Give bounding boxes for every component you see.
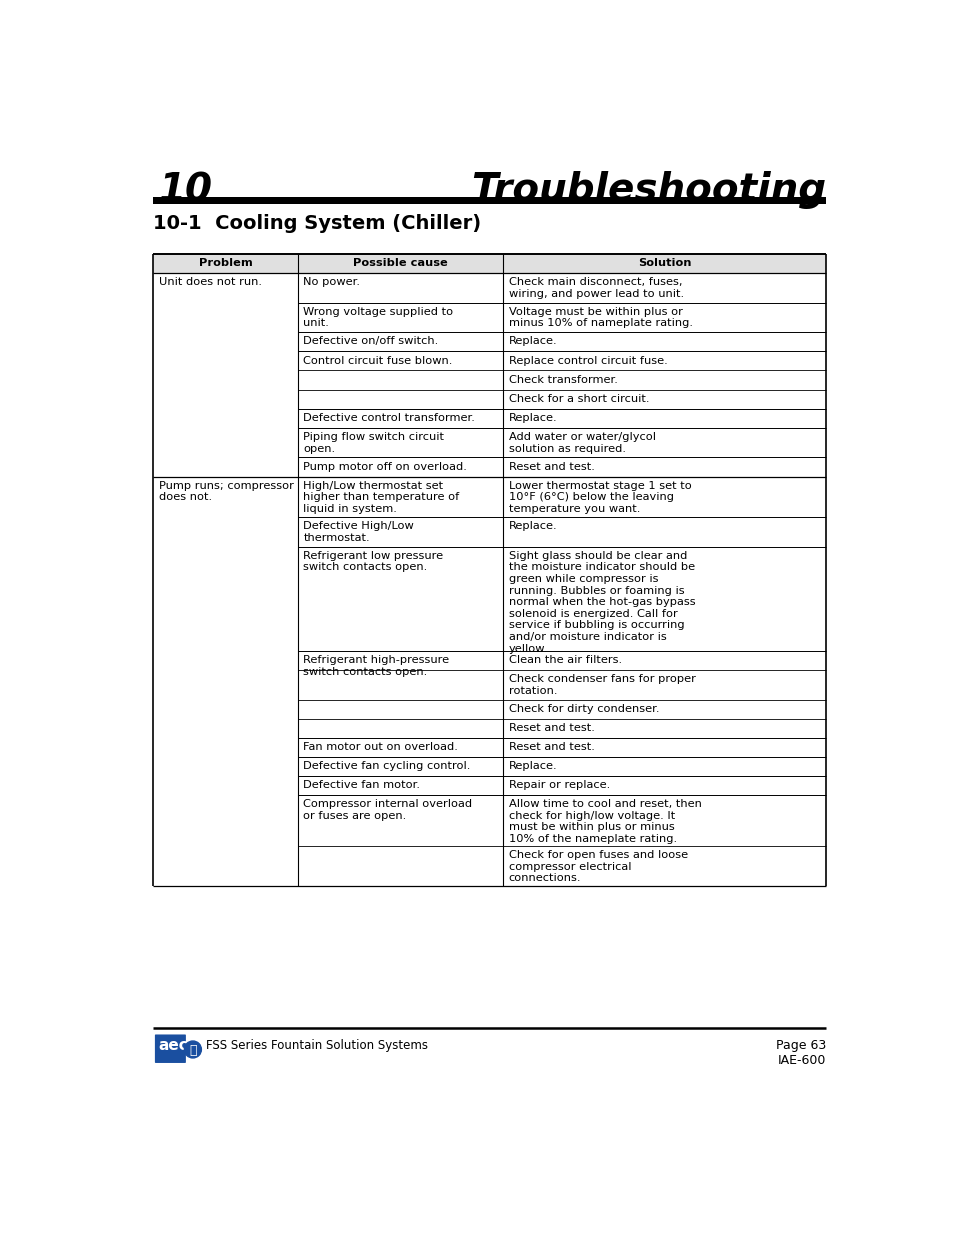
Text: 10-1  Cooling System (Chiller): 10-1 Cooling System (Chiller) (153, 214, 481, 232)
Text: Check transformer.: Check transformer. (508, 374, 617, 384)
Text: Allow time to cool and reset, then
check for high/low voltage. It
must be within: Allow time to cool and reset, then check… (508, 799, 700, 844)
Text: High/Low thermostat set
higher than temperature of
liquid in system.: High/Low thermostat set higher than temp… (303, 480, 459, 514)
Text: Wrong voltage supplied to
unit.: Wrong voltage supplied to unit. (303, 306, 453, 329)
Text: Problem: Problem (198, 258, 253, 268)
Text: 10: 10 (158, 172, 212, 209)
Text: Pump motor off on overload.: Pump motor off on overload. (303, 462, 467, 472)
Text: Fan motor out on overload.: Fan motor out on overload. (303, 742, 457, 752)
Text: Check for a short circuit.: Check for a short circuit. (508, 394, 648, 404)
Text: Replace.: Replace. (508, 336, 557, 347)
Text: Reset and test.: Reset and test. (508, 722, 594, 732)
Text: Refrigerant low pressure
switch contacts open.: Refrigerant low pressure switch contacts… (303, 551, 443, 573)
Text: Refrigerant high-pressure
switch contacts open.: Refrigerant high-pressure switch contact… (303, 655, 449, 677)
Text: Compressor internal overload
or fuses are open.: Compressor internal overload or fuses ar… (303, 799, 472, 821)
Text: Replace.: Replace. (508, 521, 557, 531)
Bar (153, 253, 825, 273)
Text: Replace control circuit fuse.: Replace control circuit fuse. (508, 356, 667, 366)
Text: Repair or replace.: Repair or replace. (508, 781, 609, 790)
Text: Possible cause: Possible cause (353, 258, 448, 268)
Text: Piping flow switch circuit
open.: Piping flow switch circuit open. (303, 432, 444, 453)
Text: Check condenser fans for proper
rotation.: Check condenser fans for proper rotation… (508, 674, 695, 695)
Text: aec: aec (158, 1039, 188, 1053)
Text: No power.: No power. (303, 277, 360, 287)
Text: Defective High/Low
thermostat.: Defective High/Low thermostat. (303, 521, 414, 542)
Text: Add water or water/glycol
solution as required.: Add water or water/glycol solution as re… (508, 432, 655, 453)
Text: Defective control transformer.: Defective control transformer. (303, 412, 475, 422)
Text: Replace.: Replace. (508, 412, 557, 422)
Text: Solution: Solution (638, 258, 691, 268)
Text: Check main disconnect, fuses,
wiring, and power lead to unit.: Check main disconnect, fuses, wiring, an… (508, 277, 683, 299)
Text: Page 63: Page 63 (775, 1039, 825, 1052)
Text: Troubleshooting: Troubleshooting (471, 172, 825, 209)
Text: Reset and test.: Reset and test. (508, 462, 594, 472)
Text: Unit does not run.: Unit does not run. (158, 277, 261, 287)
Circle shape (184, 1041, 201, 1058)
Text: Defective fan cycling control.: Defective fan cycling control. (303, 761, 470, 771)
Text: Defective fan motor.: Defective fan motor. (303, 781, 420, 790)
Text: Pump runs; compressor
does not.: Pump runs; compressor does not. (158, 480, 294, 503)
Text: Ⓜ: Ⓜ (189, 1045, 196, 1057)
Text: Lower thermostat stage 1 set to
10°F (6°C) below the leaving
temperature you wan: Lower thermostat stage 1 set to 10°F (6°… (508, 480, 691, 514)
Text: Check for dirty condenser.: Check for dirty condenser. (508, 704, 659, 714)
Text: Reset and test.: Reset and test. (508, 742, 594, 752)
Text: Replace.: Replace. (508, 761, 557, 771)
Text: Sight glass should be clear and
the moisture indicator should be
green while com: Sight glass should be clear and the mois… (508, 551, 695, 653)
Text: Check for open fuses and loose
compressor electrical
connections.: Check for open fuses and loose compresso… (508, 850, 687, 883)
Text: FSS Series Fountain Solution Systems: FSS Series Fountain Solution Systems (206, 1039, 428, 1052)
Text: Clean the air filters.: Clean the air filters. (508, 655, 621, 664)
Bar (153, 196, 825, 204)
Text: Control circuit fuse blown.: Control circuit fuse blown. (303, 356, 453, 366)
Text: IAE-600: IAE-600 (777, 1055, 825, 1067)
FancyBboxPatch shape (154, 1035, 186, 1063)
Text: Defective on/off switch.: Defective on/off switch. (303, 336, 438, 347)
Text: Voltage must be within plus or
minus 10% of nameplate rating.: Voltage must be within plus or minus 10%… (508, 306, 692, 329)
